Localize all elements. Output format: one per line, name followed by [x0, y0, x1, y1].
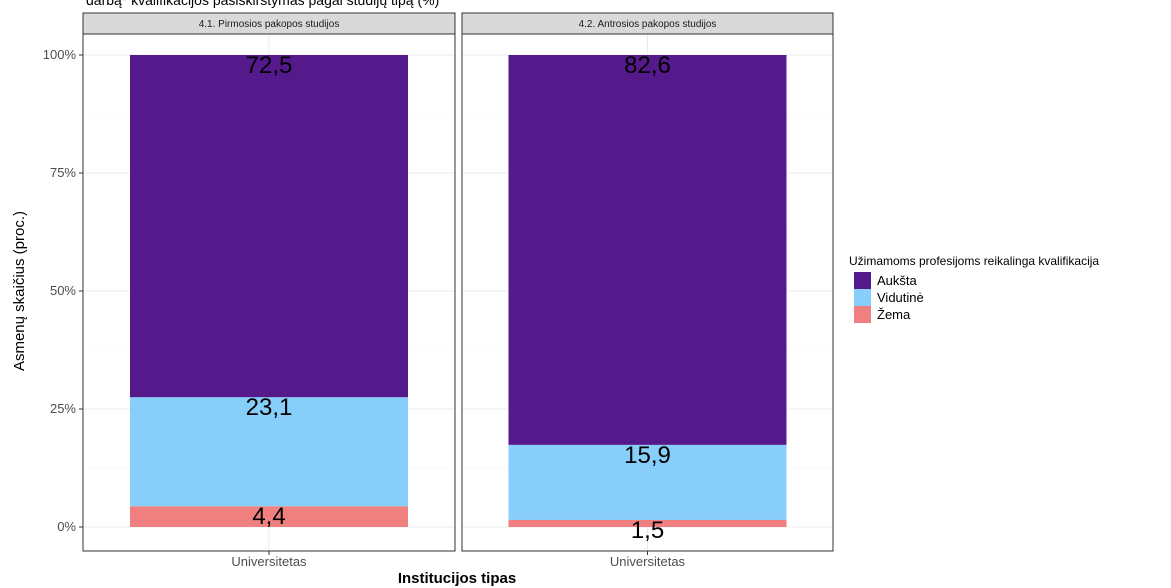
y-tick-label: 50% [50, 283, 76, 298]
legend-label: Žema [877, 307, 911, 322]
legend: Užimamoms profesijoms reikalinga kvalifi… [849, 254, 1099, 323]
bar-segment-Vidutinė [508, 444, 787, 520]
bar-segment-Aukšta [130, 55, 408, 398]
bar-segment-Žema [508, 519, 787, 527]
x-tick-label: Universitetas [610, 554, 686, 569]
legend-label: Aukšta [877, 273, 918, 288]
legend-swatch [854, 289, 871, 306]
legend-title: Užimamoms profesijoms reikalinga kvalifi… [849, 254, 1099, 268]
chart-title: darbą* kvalifikacijos pasiskirstymas pag… [86, 0, 439, 8]
x-tick-label: Universitetas [231, 554, 307, 569]
facet-title: 4.2. Antrosios pakopos studijos [579, 19, 717, 30]
bar-segment-Vidutinė [130, 397, 408, 507]
data-label: 23,1 [246, 394, 293, 421]
data-label: 4,4 [252, 503, 285, 530]
bar-segment-Žema [130, 506, 408, 527]
data-label: 15,9 [624, 442, 671, 469]
y-tick-label: 0% [57, 519, 76, 534]
x-axis-title: Institucijos tipas [398, 570, 516, 587]
facet-panel: 4.1. Pirmosios pakopos studijos 4,4 23,1 72… [43, 12, 456, 569]
y-tick-label: 75% [50, 165, 76, 180]
data-label: 1,5 [631, 517, 664, 544]
data-label: 82,6 [624, 52, 671, 79]
y-axis-title: Asmenų skaičius (proc.) [11, 211, 28, 371]
data-label: 72,5 [246, 52, 293, 79]
facet-panel: 4.2. Antrosios pakopos studijos 1,5 15,9 82… [461, 12, 834, 569]
y-tick-label: 25% [50, 401, 76, 416]
legend-swatch [854, 272, 871, 289]
y-tick-label: 100% [43, 47, 77, 62]
legend-label: Vidutinė [877, 290, 924, 305]
legend-swatch [854, 306, 871, 323]
bar-segment-Aukšta [508, 55, 787, 445]
facet-title: 4.1. Pirmosios pakopos studijos [199, 19, 340, 30]
